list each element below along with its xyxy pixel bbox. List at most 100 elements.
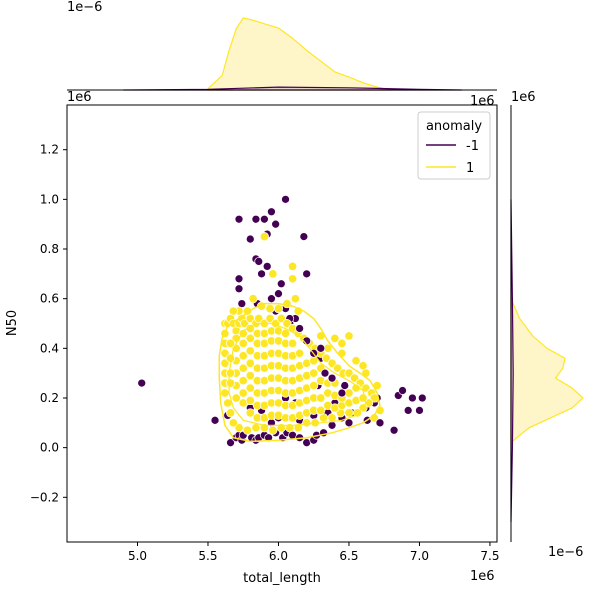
normal-point [290, 294, 300, 304]
anomaly-point [137, 378, 147, 388]
anomaly-point [260, 214, 269, 224]
normal-point [268, 269, 278, 279]
y-tick-label: 1.0 [40, 192, 59, 206]
normal-point [238, 338, 248, 348]
top-marginal-right-label: 1e6 [470, 94, 495, 109]
normal-point [333, 363, 343, 373]
normal-point [220, 348, 230, 358]
anomaly-point [251, 214, 261, 224]
normal-point [228, 306, 238, 316]
y-tick-label: 0.2 [40, 391, 59, 405]
anomaly-point [234, 284, 244, 294]
main-axes-frame [66, 104, 498, 543]
normal-point [225, 408, 236, 418]
y-tick-label: −0.2 [30, 490, 59, 504]
normal-point [231, 393, 241, 403]
normal-point [265, 313, 275, 324]
normal-point [330, 333, 340, 343]
x-axis-label: total_length [243, 571, 321, 586]
anomaly-point [320, 368, 330, 378]
normal-point [225, 353, 236, 363]
x-tick-label: 5.5 [198, 549, 217, 563]
right-kde-normal [510, 298, 584, 445]
normal-point [327, 358, 337, 368]
normal-point [259, 232, 269, 242]
normal-point [254, 313, 264, 324]
normal-point [344, 331, 354, 341]
normal-point [245, 395, 255, 406]
normal-point [245, 371, 255, 381]
right-marginal-multiplier: 1e−6 [548, 545, 583, 560]
anomaly-point [299, 232, 309, 241]
normal-point [238, 376, 248, 386]
normal-point [350, 373, 360, 383]
anomaly-point [316, 343, 326, 353]
normal-point [316, 393, 326, 403]
legend: anomaly -1 1 [417, 111, 491, 180]
normal-point [309, 381, 319, 391]
anomaly-point [210, 415, 220, 425]
normal-point [238, 388, 248, 398]
kde-contour-inner [228, 322, 367, 426]
anomaly-point [344, 418, 354, 428]
normal-point [238, 351, 248, 361]
anomaly-point [226, 438, 235, 448]
y-axis-label: N50 [5, 310, 20, 336]
normal-point [309, 368, 319, 378]
x-tick-label: 5.0 [128, 549, 147, 563]
normal-point [251, 423, 261, 433]
normal-point [240, 318, 250, 329]
normal-point [316, 405, 326, 415]
legend-label-normal: 1 [466, 161, 474, 176]
anomaly-point [327, 420, 337, 430]
anomaly-point [234, 274, 244, 284]
anomaly-point [271, 219, 281, 229]
anomaly-point [245, 234, 255, 244]
normal-point [245, 346, 255, 356]
y-tick-label: 1.2 [40, 143, 59, 157]
legend-title: anomaly [426, 119, 482, 134]
anomaly-point [237, 299, 247, 308]
normal-point [238, 363, 248, 373]
anomaly-point [267, 207, 276, 217]
right-marginal-kde [510, 199, 584, 523]
normal-point [302, 418, 312, 428]
normal-point [225, 378, 236, 388]
anomaly-point [340, 381, 350, 390]
normal-point [288, 261, 298, 271]
legend-label-anomaly: -1 [466, 139, 479, 154]
anomaly-point [398, 386, 407, 395]
normal-point [225, 368, 236, 378]
y-tick-label: 0.8 [40, 242, 59, 256]
normal-point [288, 338, 298, 348]
anomaly-point [389, 425, 399, 435]
normal-point [245, 408, 255, 418]
anomaly-point [302, 269, 312, 279]
normal-point [273, 304, 284, 314]
normal-point [288, 274, 298, 284]
normal-point [234, 423, 244, 433]
normal-point [361, 383, 371, 393]
right-marginal-top-label: 1e6 [511, 90, 536, 105]
anomaly-point [281, 195, 290, 204]
y-tick-label: 0.6 [40, 292, 59, 306]
normal-point [280, 328, 291, 338]
anomaly-point [264, 433, 273, 443]
normal-point [225, 338, 236, 348]
normal-point [351, 356, 361, 366]
anomaly-point [337, 388, 347, 398]
anomaly-point [274, 289, 283, 299]
normal-point [321, 353, 331, 363]
normal-point [276, 313, 286, 324]
normal-point [245, 333, 255, 343]
anomaly-point [234, 214, 244, 224]
top-kde-normal [207, 17, 392, 91]
x-tick-label: 6.0 [269, 549, 288, 563]
y-tick-label: 0.4 [40, 341, 59, 355]
normal-point [337, 338, 347, 348]
x-tick-label: 7.0 [410, 549, 429, 563]
top-marginal-multiplier: 1e−6 [67, 0, 102, 15]
anomaly-point [262, 262, 272, 271]
normal-point [268, 425, 278, 435]
